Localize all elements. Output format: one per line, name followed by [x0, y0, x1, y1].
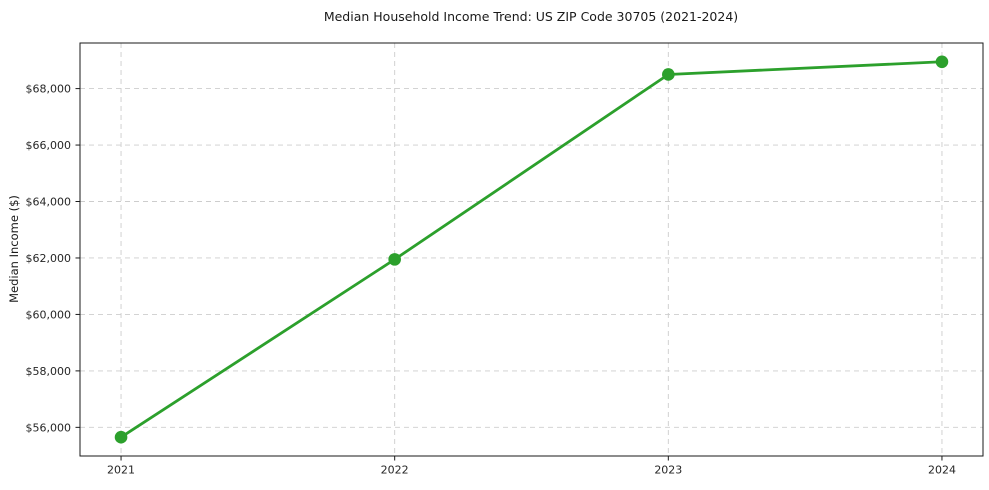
y-tick-label: $60,000 [26, 308, 72, 321]
y-tick-label: $68,000 [26, 83, 72, 96]
x-tick-label: 2024 [928, 464, 956, 477]
trend-line [119, 60, 944, 439]
y-tick-label: $66,000 [26, 139, 72, 152]
data-point-marker [662, 68, 675, 81]
y-tick-label: $56,000 [26, 421, 72, 434]
y-tick-label: $62,000 [26, 252, 72, 265]
chart-title: Median Household Income Trend: US ZIP Co… [323, 9, 739, 24]
x-tick-label: 2022 [381, 464, 409, 477]
x-tick-label: 2021 [107, 464, 135, 477]
x-tick-label: 2023 [654, 464, 682, 477]
y-tick-label: $64,000 [26, 196, 72, 209]
data-point-marker [388, 253, 401, 266]
data-point-marker [114, 430, 128, 444]
y-tick-label: $58,000 [26, 365, 72, 378]
plot-border [79, 42, 984, 457]
data-point-marker [935, 55, 949, 69]
